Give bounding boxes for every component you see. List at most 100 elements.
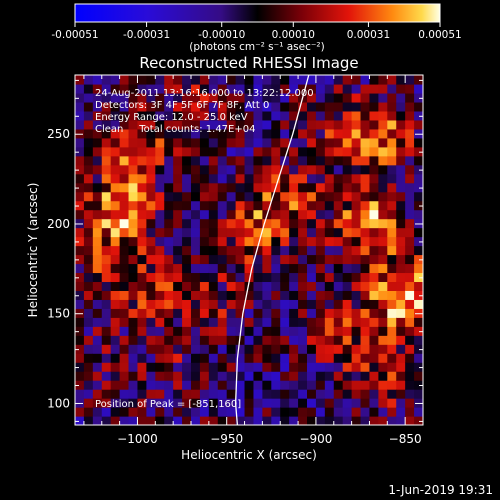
heatmap-cell bbox=[369, 344, 379, 354]
heatmap-cell bbox=[217, 353, 228, 363]
heatmap-cell bbox=[351, 227, 362, 238]
heatmap-cell bbox=[253, 281, 263, 291]
heatmap-cell bbox=[253, 389, 263, 399]
heatmap-cell bbox=[208, 92, 219, 103]
heatmap-cell bbox=[75, 182, 85, 193]
heatmap-cell bbox=[217, 182, 228, 193]
heatmap-cell bbox=[182, 245, 192, 256]
heatmap-cell bbox=[217, 344, 228, 354]
heatmap-cell bbox=[271, 137, 281, 148]
heatmap-cell bbox=[83, 290, 94, 300]
heatmap-cell bbox=[289, 281, 299, 291]
heatmap-cell bbox=[324, 281, 335, 291]
heatmap-cell bbox=[262, 236, 272, 247]
heatmap-cell bbox=[315, 362, 326, 372]
heatmap-cell bbox=[271, 362, 281, 372]
heatmap-cell bbox=[137, 101, 147, 112]
heatmap-cell bbox=[92, 128, 103, 139]
heatmap-cell bbox=[173, 263, 183, 274]
heatmap-cell bbox=[208, 110, 219, 121]
heatmap-cell bbox=[199, 119, 210, 130]
heatmap-cell bbox=[217, 75, 228, 85]
heatmap-cell bbox=[208, 119, 219, 130]
heatmap-cell bbox=[414, 389, 423, 399]
heatmap-cell bbox=[369, 83, 379, 94]
heatmap-cell bbox=[387, 317, 397, 327]
heatmap-cell bbox=[173, 191, 183, 202]
heatmap-cell bbox=[235, 92, 246, 103]
heatmap-cell bbox=[351, 407, 362, 417]
heatmap-cell bbox=[173, 173, 183, 184]
heatmap-cell bbox=[289, 398, 299, 408]
heatmap-cell bbox=[92, 380, 103, 390]
heatmap-cell bbox=[119, 101, 130, 112]
heatmap-cell bbox=[101, 245, 112, 256]
heatmap-cell bbox=[324, 155, 335, 166]
heatmap-cell bbox=[119, 155, 130, 166]
heatmap-cell bbox=[315, 236, 326, 247]
heatmap-cell bbox=[155, 272, 165, 283]
heatmap-cell bbox=[351, 110, 362, 121]
heatmap-cell bbox=[119, 236, 130, 247]
heatmap-cell bbox=[369, 380, 379, 390]
heatmap-cell bbox=[146, 263, 156, 274]
heatmap-cell bbox=[226, 75, 237, 85]
y-tick-label: 100 bbox=[47, 396, 70, 410]
heatmap-cell bbox=[208, 290, 219, 300]
heatmap-cell bbox=[146, 200, 156, 211]
heatmap-cell bbox=[128, 182, 139, 193]
heatmap-cell bbox=[191, 128, 201, 139]
heatmap-cell bbox=[378, 75, 388, 85]
heatmap-cell bbox=[110, 398, 121, 408]
heatmap-cell bbox=[289, 380, 299, 390]
heatmap-cell bbox=[146, 164, 156, 175]
heatmap-cell bbox=[182, 326, 192, 336]
heatmap-cell bbox=[315, 119, 326, 130]
heatmap-cell bbox=[110, 245, 121, 256]
heatmap-cell bbox=[208, 227, 219, 238]
heatmap-cell bbox=[75, 110, 85, 121]
heatmap-cell bbox=[155, 299, 165, 309]
heatmap-cell bbox=[378, 110, 388, 121]
heatmap-cell bbox=[110, 218, 121, 229]
heatmap-cell bbox=[262, 371, 272, 381]
colorbar-ticks: -0.00051 -0.00031 -0.00010 0.00010 0.00031 0.… bbox=[51, 22, 462, 41]
heatmap-cell bbox=[191, 416, 201, 425]
heatmap-cell bbox=[83, 389, 94, 399]
heatmap-cell bbox=[110, 137, 121, 148]
heatmap-cell bbox=[315, 110, 326, 121]
heatmap-cell bbox=[298, 191, 308, 202]
heatmap-cell bbox=[396, 371, 406, 381]
heatmap-cell bbox=[271, 326, 281, 336]
heatmap-cell bbox=[333, 326, 344, 336]
heatmap-cell bbox=[137, 83, 147, 94]
heatmap-cell bbox=[217, 245, 228, 256]
heatmap-cell bbox=[333, 92, 344, 103]
heatmap-cell bbox=[369, 299, 379, 309]
heatmap-cell bbox=[199, 263, 210, 274]
heatmap-cell bbox=[83, 173, 94, 184]
heatmap-cell bbox=[360, 101, 371, 112]
heatmap-cell bbox=[253, 416, 263, 425]
heatmap-cell bbox=[333, 75, 344, 85]
heatmap-cell bbox=[164, 155, 174, 166]
heatmap-cell bbox=[128, 281, 139, 291]
heatmap-cell bbox=[378, 209, 388, 220]
colorbar-tick-label: 0.00051 bbox=[418, 29, 461, 41]
heatmap-cell bbox=[324, 101, 335, 112]
heatmap-cell bbox=[396, 146, 406, 157]
heatmap-cell bbox=[351, 155, 362, 166]
heatmap-cell bbox=[92, 200, 103, 211]
heatmap-cell bbox=[405, 173, 415, 184]
heatmap-cell bbox=[128, 101, 139, 112]
heatmap-cell bbox=[75, 290, 85, 300]
heatmap-cell bbox=[191, 272, 201, 283]
heatmap-cell bbox=[405, 308, 415, 318]
heatmap-cell bbox=[262, 263, 272, 274]
heatmap-cell bbox=[271, 200, 281, 211]
heatmap-cell bbox=[92, 155, 103, 166]
heatmap-cell bbox=[226, 191, 237, 202]
heatmap-cell bbox=[414, 236, 423, 247]
heatmap-cell bbox=[271, 218, 281, 229]
heatmap-cell bbox=[119, 308, 130, 318]
